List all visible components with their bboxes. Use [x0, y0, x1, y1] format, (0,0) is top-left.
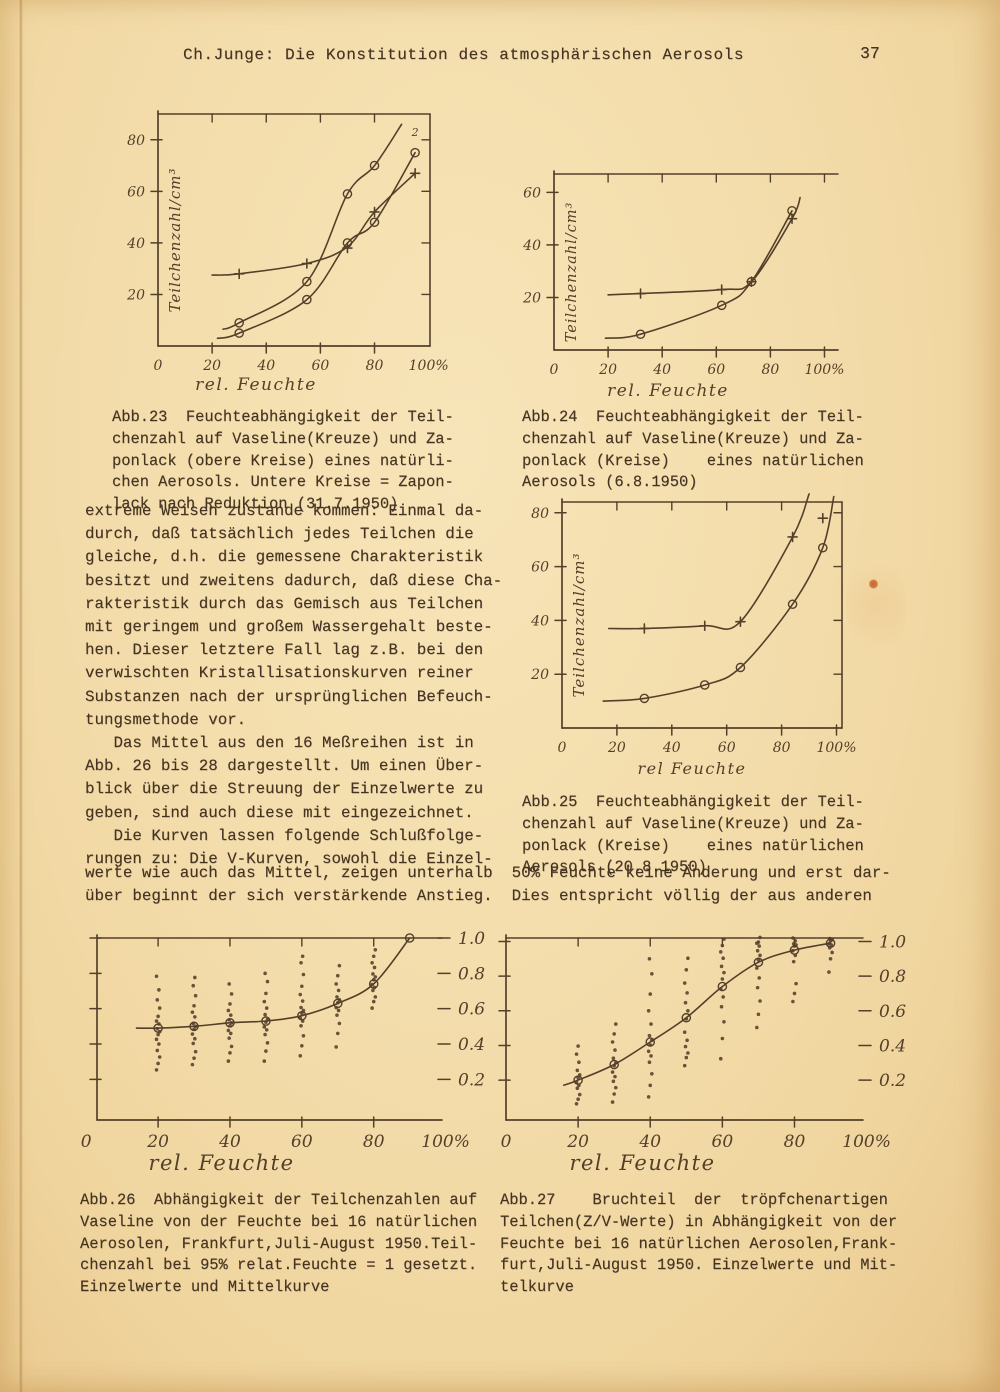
binding-crease: [19, 0, 23, 1392]
svg-text:60: 60: [311, 358, 329, 374]
svg-text:0: 0: [550, 362, 559, 378]
svg-text:80: 80: [366, 358, 384, 374]
abb24-chart: 0 20 40 60 80 100% 20 40 60 Teilchenzahl/cm³ rel. …: [522, 170, 844, 401]
caption-abb27: Abb.27 Bruchteil der tröpfchenartigen Te…: [500, 1191, 898, 1297]
svg-text:0.8: 0.8: [879, 967, 906, 987]
svg-text:80: 80: [531, 506, 549, 522]
svg-text:100%: 100%: [421, 1132, 470, 1152]
svg-text:0.2: 0.2: [458, 1070, 485, 1090]
svg-text:60: 60: [291, 1132, 313, 1152]
svg-text:20: 20: [126, 287, 145, 303]
svg-text:60: 60: [523, 185, 541, 201]
svg-text:rel Feuchte: rel Feuchte: [638, 759, 747, 778]
svg-text:0.8: 0.8: [458, 964, 485, 984]
svg-text:60: 60: [712, 1132, 734, 1152]
svg-text:40: 40: [522, 238, 541, 254]
page-number: 37: [860, 44, 880, 63]
caption-abb26: Abb.26 Abhängigkeit der Teilchenzahlen a…: [80, 1191, 478, 1297]
caption-abb24: Abb.24 Feuchteabhängigkeit der Teil- che…: [522, 408, 864, 492]
svg-text:40: 40: [638, 1132, 661, 1152]
svg-text:rel. Feuchte: rel. Feuchte: [607, 381, 729, 401]
abb27-chart: 0 20 40 60 80 100% 0.2 0.4 0.6 0.8 1.0 rel. Feuchte: [498, 932, 906, 1175]
svg-text:rel. Feuchte: rel. Feuchte: [148, 1151, 294, 1175]
svg-text:40: 40: [218, 1132, 241, 1152]
svg-text:0: 0: [501, 1132, 512, 1152]
svg-text:80: 80: [784, 1132, 806, 1152]
svg-text:80: 80: [773, 740, 791, 756]
svg-text:1.0: 1.0: [879, 932, 906, 952]
svg-text:100%: 100%: [409, 358, 449, 374]
svg-text:Teilchenzahl/cm³: Teilchenzahl/cm³: [166, 168, 184, 313]
svg-text:Teilchenzahl/cm³: Teilchenzahl/cm³: [564, 202, 580, 343]
svg-text:80: 80: [363, 1132, 385, 1152]
svg-text:60: 60: [127, 184, 145, 200]
body-text-left-column: extreme Weisen zustande kommen: Einmal d…: [85, 502, 503, 869]
abb23-chart: 0 20 40 60 80 100% 20 40 60 80 Teilchenzahl/cm³ rel…: [126, 110, 449, 395]
page-header: Ch.Junge: Die Konstitution des atmosphär…: [183, 46, 745, 64]
svg-text:2: 2: [411, 126, 419, 139]
svg-text:60: 60: [707, 362, 725, 378]
svg-text:60: 60: [531, 560, 549, 576]
svg-text:rel. Feuchte: rel. Feuchte: [569, 1151, 715, 1175]
body-text-full-width: werte wie auch das Mittel, zeigen unterh…: [85, 864, 891, 906]
svg-text:20: 20: [522, 290, 541, 306]
svg-text:40: 40: [652, 362, 671, 378]
svg-text:1.0: 1.0: [458, 929, 485, 949]
svg-text:0.4: 0.4: [879, 1036, 906, 1056]
svg-text:rel. Feuchte: rel. Feuchte: [195, 375, 317, 395]
svg-text:100%: 100%: [816, 740, 856, 756]
svg-text:0: 0: [558, 740, 567, 756]
svg-text:40: 40: [126, 236, 145, 252]
svg-text:80: 80: [761, 362, 779, 378]
svg-text:0: 0: [154, 358, 163, 374]
svg-text:0.6: 0.6: [458, 1000, 485, 1020]
svg-text:20: 20: [598, 362, 617, 378]
svg-text:0.6: 0.6: [879, 1002, 906, 1022]
abb26-chart: 0 20 40 60 80 100% 0.2 0.4 0.6 0.8 1.0 rel. Feuchte: [81, 929, 485, 1175]
svg-text:0: 0: [81, 1132, 92, 1152]
svg-text:40: 40: [530, 613, 549, 629]
abb25-chart: 0 20 40 60 80 100% 20 40 60 80 Teilchenzahl/cm³ rel…: [530, 493, 857, 778]
svg-text:20: 20: [607, 740, 626, 756]
svg-text:80: 80: [127, 133, 145, 149]
caption-abb25: Abb.25 Feuchteabhängigkeit der Teil- che…: [522, 793, 864, 877]
svg-text:100%: 100%: [842, 1132, 891, 1152]
svg-text:0.4: 0.4: [458, 1035, 485, 1055]
svg-text:20: 20: [146, 1132, 169, 1152]
svg-text:0.2: 0.2: [879, 1071, 906, 1091]
svg-text:Teilchenzahl/cm³: Teilchenzahl/cm³: [570, 553, 588, 698]
svg-text:20: 20: [566, 1132, 589, 1152]
svg-text:40: 40: [662, 740, 681, 756]
caption-abb23: Abb.23 Feuchteabhängigkeit der Teil- che…: [112, 408, 454, 514]
svg-text:20: 20: [530, 667, 549, 683]
svg-text:60: 60: [718, 740, 736, 756]
svg-text:20: 20: [202, 358, 221, 374]
svg-text:40: 40: [256, 358, 275, 374]
svg-text:100%: 100%: [804, 362, 844, 378]
